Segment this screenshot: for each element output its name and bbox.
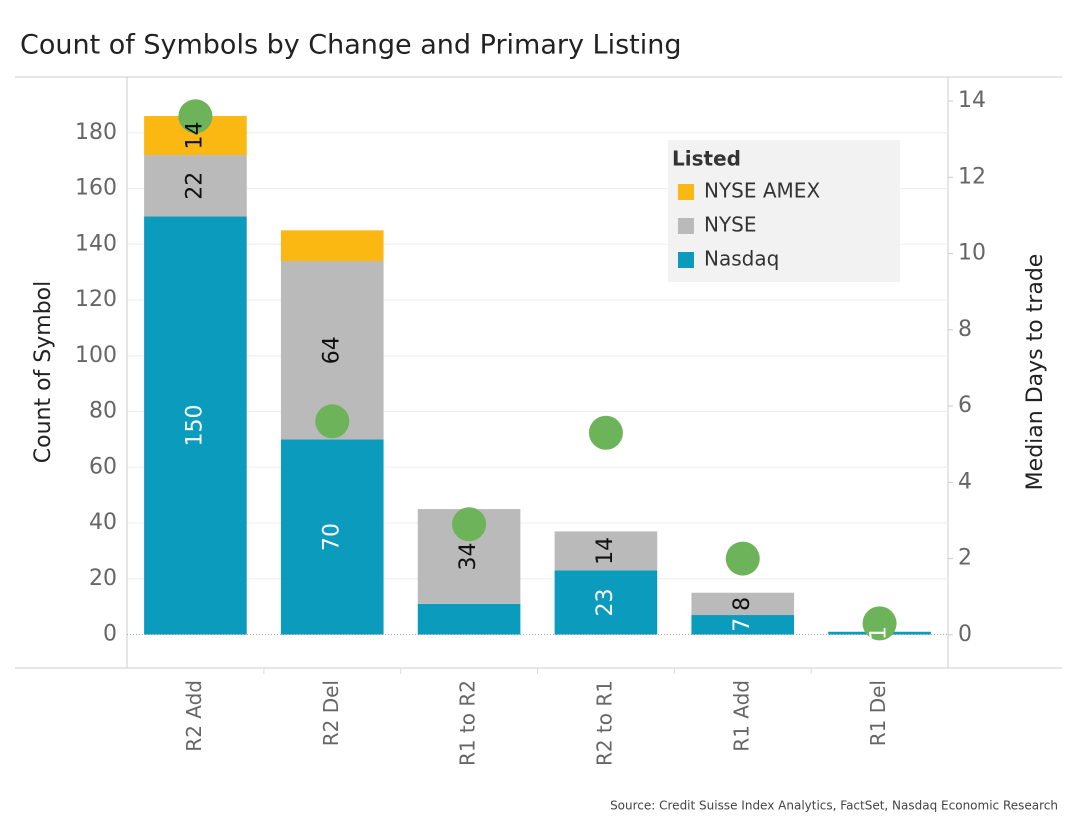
y-tick-label: 80 [89,399,117,424]
bar-value-label: 64 [319,336,344,364]
bar-segment [417,603,521,635]
bar-value-label: 14 [182,122,207,150]
legend-label: Nasdaq [704,247,779,271]
y-tick-label: 160 [75,176,117,201]
legend-swatch [678,218,694,234]
y2-tick-label: 14 [958,88,986,113]
bar-segment [280,439,384,635]
y2-tick-label: 10 [958,241,986,266]
y2-axis-title: Median Days to trade [1023,254,1048,491]
y-tick-label: 140 [75,231,117,256]
legend-label: NYSE AMEX [704,179,820,203]
bar-value-label: 150 [182,404,207,446]
median-dot [178,99,213,134]
x-tick-label: R1 Add [729,680,753,752]
y2-tick-label: 6 [958,393,972,418]
y-tick-label: 0 [103,622,117,647]
bar-segment [144,155,247,217]
bar-segment [554,570,658,635]
bar-value-label: 7 [730,618,755,632]
median-dot [725,541,760,576]
bar-value-label: 1 [867,626,892,640]
median-dot [862,606,897,641]
bar-segment [554,531,658,571]
y2-tick-label: 4 [958,469,972,494]
source-note: Source: Credit Suisse Index Analytics, F… [610,799,1058,813]
bar-value-label: 14 [593,537,618,565]
y2-tick-label: 12 [958,164,986,189]
legend-swatch [678,252,694,268]
bar-segment [280,230,384,261]
y-tick-label: 20 [89,566,117,591]
bar-value-label: 22 [182,172,207,200]
median-dot [452,507,487,542]
bar-segment [144,216,247,635]
y2-tick-label: 8 [958,317,972,342]
bar-segment [691,615,795,635]
y-tick-label: 120 [75,287,117,312]
y2-tick-label: 2 [958,546,972,571]
bar-value-label: 34 [456,542,481,570]
legend-title: Listed [672,147,741,171]
y-tick-label: 60 [89,454,117,479]
x-tick-label: R2 Add [182,680,206,752]
legend-swatch [678,184,694,200]
bar-segment [691,592,795,616]
legend-box [668,140,900,282]
median-dot [315,404,350,439]
bar-value-label: 8 [730,597,755,611]
chart-title: Count of Symbols by Change and Primary L… [20,30,682,61]
y-tick-label: 100 [75,343,117,368]
x-tick-label: R2 Del [319,680,343,746]
y-tick-label: 180 [75,120,117,145]
y2-tick-label: 0 [958,622,972,647]
x-tick-label: R1 to R2 [456,680,480,766]
bar-value-label: 70 [319,523,344,551]
bar-value-label: 23 [593,588,618,616]
y-tick-label: 40 [89,510,117,535]
median-dot [588,415,623,450]
x-tick-label: R1 Del [866,680,890,746]
y-axis-title: Count of Symbol [31,281,56,463]
x-tick-label: R2 to R1 [592,680,616,766]
legend-label: NYSE [704,213,757,237]
